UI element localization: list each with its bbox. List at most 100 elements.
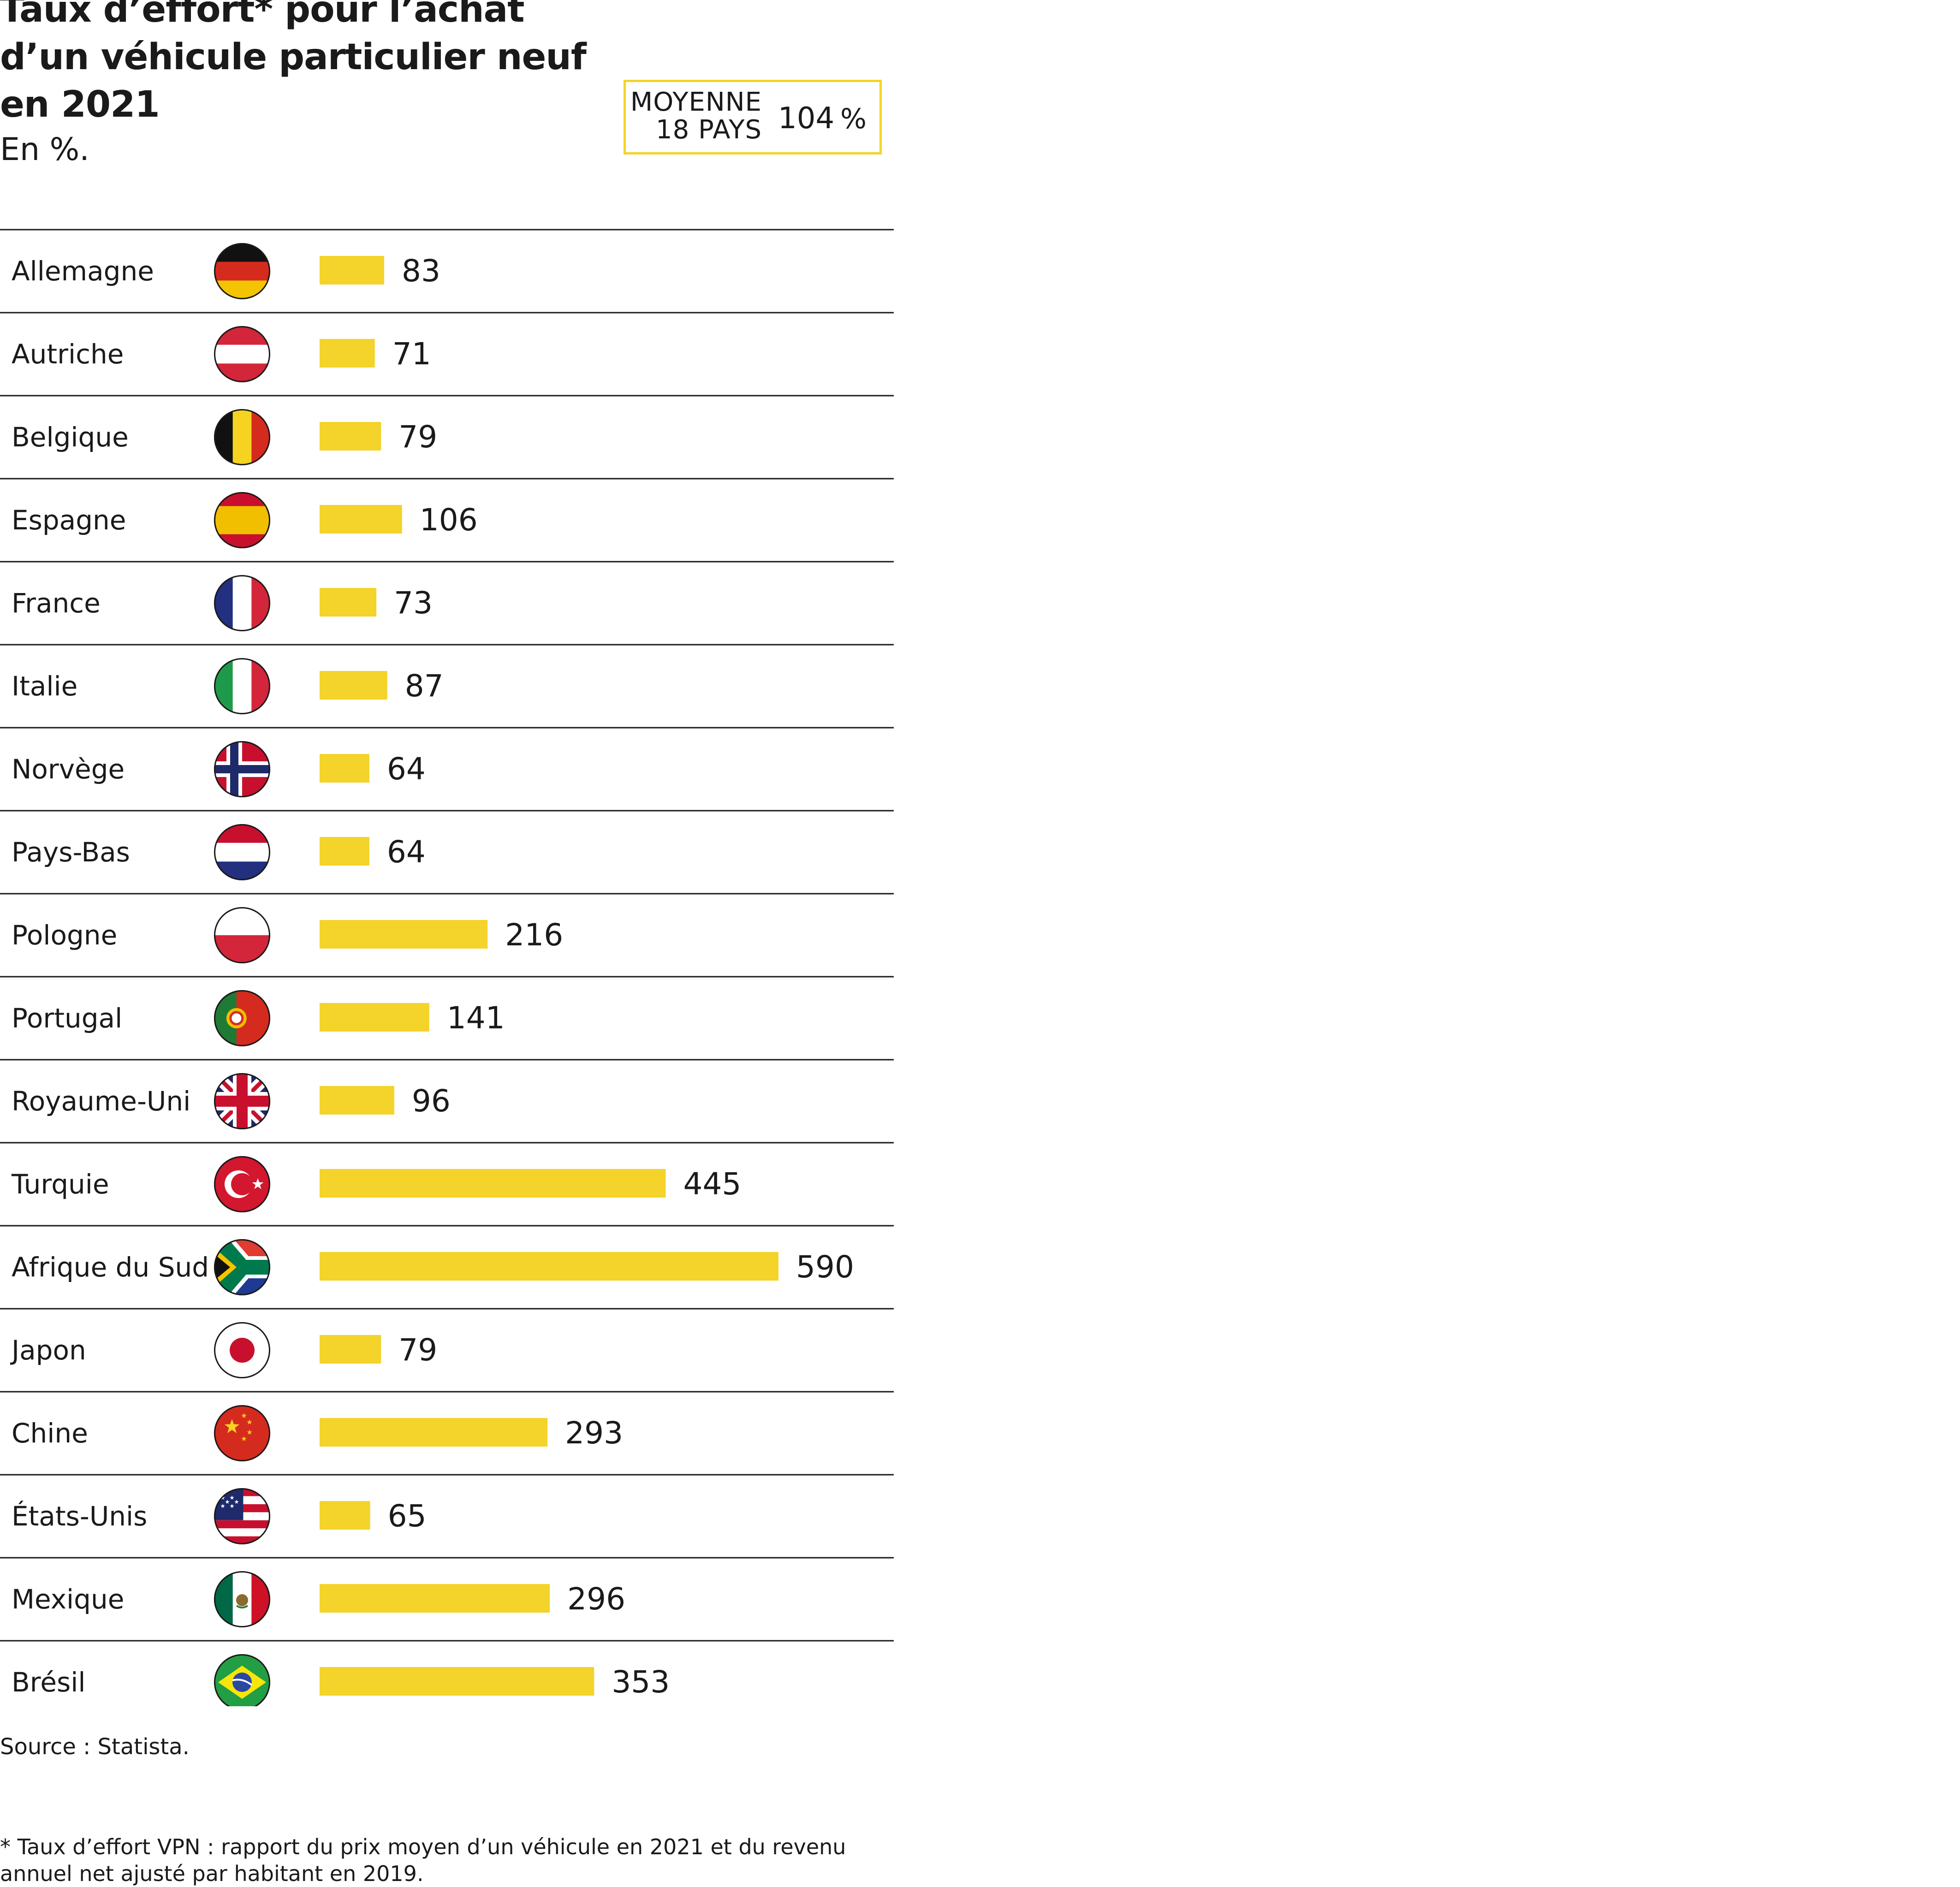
category-label: France <box>12 587 101 619</box>
category-label: Belgique <box>12 421 129 453</box>
south-africa-flag-icon <box>214 1239 270 1295</box>
category-label: Turquie <box>11 1169 109 1200</box>
brazil-flag-icon <box>214 1654 270 1706</box>
category-label: Portugal <box>12 1003 122 1034</box>
category-label: Espagne <box>12 504 126 536</box>
usa-flag-icon <box>214 1488 270 1544</box>
chart-row: Autriche 71 <box>0 312 894 382</box>
italy-flag-icon <box>214 658 270 714</box>
value-label: 216 <box>505 917 563 953</box>
chart-row: Brésil 353 <box>0 1640 894 1706</box>
germany-flag-icon <box>214 243 270 299</box>
chart-row: Pologne 216 <box>0 893 894 963</box>
bar <box>320 1169 666 1198</box>
uk-flag-icon <box>214 1073 270 1129</box>
chart-row: Italie 87 <box>0 644 894 714</box>
average-box: MOYENNE 18 PAYS 104 % <box>624 80 882 154</box>
value-label: 64 <box>387 751 426 787</box>
belgium-flag-icon <box>214 409 270 465</box>
category-label: Autriche <box>12 338 124 370</box>
value-label: 71 <box>392 336 431 372</box>
category-label: Mexique <box>12 1584 124 1615</box>
average-label-line1: MOYENNE <box>630 87 762 117</box>
poland-flag-icon <box>214 907 270 963</box>
japan-flag-icon <box>214 1322 270 1378</box>
china-flag-icon <box>214 1405 270 1461</box>
value-label: 64 <box>387 834 426 870</box>
chart-row: Afrique du Sud 590 <box>0 1225 894 1295</box>
chart-row: France 73 <box>0 561 894 631</box>
category-label: Afrique du Sud <box>12 1252 209 1283</box>
chart-row: Mexique 296 <box>0 1557 894 1627</box>
value-label: 65 <box>388 1498 427 1534</box>
bar <box>320 671 387 700</box>
bar <box>320 754 369 783</box>
value-label: 445 <box>683 1166 741 1202</box>
bar <box>320 1501 370 1530</box>
chart-row: Allemagne 83 <box>0 229 894 299</box>
bar <box>320 837 369 866</box>
bar <box>320 422 381 451</box>
value-label: 96 <box>412 1083 451 1119</box>
category-label: Pays-Bas <box>12 837 130 868</box>
chart-subtitle: En %. <box>0 131 89 168</box>
chart-row: Espagne 106 <box>0 478 894 548</box>
average-value: 104 % <box>778 102 867 135</box>
value-label: 106 <box>420 502 478 538</box>
source-note: Source : Statista. <box>0 1734 190 1760</box>
category-label: États-Unis <box>12 1500 147 1532</box>
value-label: 141 <box>447 1000 505 1036</box>
chart-row: Chine 293 <box>0 1391 894 1461</box>
chart-row: Portugal 141 <box>0 976 894 1046</box>
average-unit: % <box>840 103 867 135</box>
bar <box>320 256 384 285</box>
average-label-line2: 18 PAYS <box>656 115 762 145</box>
value-label: 79 <box>398 1332 437 1368</box>
category-label: Brésil <box>12 1667 86 1698</box>
category-label: Royaume-Uni <box>12 1086 190 1117</box>
bar <box>320 588 377 617</box>
category-label: Japon <box>10 1335 86 1366</box>
category-label: Allemagne <box>12 255 154 287</box>
chart-row: Turquie 445 <box>0 1142 894 1212</box>
mexico-flag-icon <box>214 1571 270 1627</box>
bar <box>320 1584 550 1613</box>
value-label: 83 <box>402 253 440 289</box>
category-label: Italie <box>12 671 77 702</box>
portugal-flag-icon <box>214 990 270 1046</box>
norway-flag-icon <box>214 741 270 797</box>
category-label: Chine <box>12 1418 88 1449</box>
bar <box>320 1667 594 1696</box>
category-label: Norvège <box>12 754 125 785</box>
bar <box>320 920 488 949</box>
value-label: 293 <box>565 1415 623 1451</box>
austria-flag-icon <box>214 326 270 382</box>
bar <box>320 1086 394 1115</box>
value-label: 79 <box>398 419 437 455</box>
bar <box>320 505 402 534</box>
value-label: 590 <box>796 1249 854 1285</box>
bar <box>320 1252 778 1281</box>
chart-row: Norvège 64 <box>0 727 894 797</box>
bar <box>320 1335 381 1364</box>
bar <box>320 1003 429 1032</box>
chart-row: Royaume-Uni 96 <box>0 1059 894 1129</box>
chart-row: États-Unis 65 <box>0 1474 894 1544</box>
chart-title: Taux d’effort* pour l’achat d’un véhicul… <box>0 0 587 125</box>
turkey-flag-icon <box>214 1156 270 1212</box>
average-number: 104 <box>778 101 835 136</box>
bar <box>320 339 375 368</box>
value-label: 73 <box>394 585 433 621</box>
netherlands-flag-icon <box>214 824 270 880</box>
value-label: 353 <box>612 1664 670 1700</box>
average-label: MOYENNE 18 PAYS <box>630 89 762 144</box>
chart-row: Japon 79 <box>0 1308 894 1378</box>
chart-row: Pays-Bas 64 <box>0 810 894 880</box>
footnote: * Taux d’effort VPN : rapport du prix mo… <box>0 1834 846 1886</box>
category-label: Pologne <box>12 920 117 951</box>
value-label: 87 <box>405 668 444 704</box>
bar <box>320 1418 548 1447</box>
france-flag-icon <box>214 575 270 631</box>
value-label: 296 <box>567 1581 625 1617</box>
chart-row: Belgique 79 <box>0 395 894 465</box>
